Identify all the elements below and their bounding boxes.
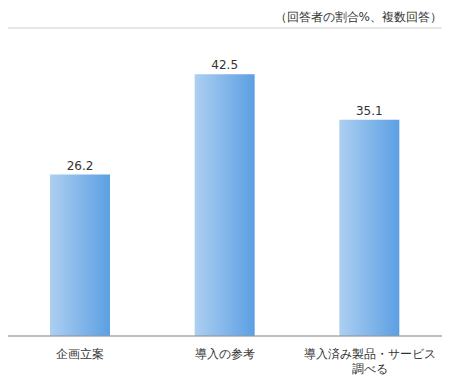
svg-text:導入済み製品・サービス: 導入済み製品・サービス bbox=[304, 347, 436, 361]
svg-text:35.1: 35.1 bbox=[356, 104, 383, 118]
svg-text:企画立案: 企画立案 bbox=[56, 347, 104, 361]
svg-text:42.5: 42.5 bbox=[211, 58, 238, 72]
svg-text:導入の参考: 導入の参考 bbox=[195, 347, 255, 361]
svg-text:26.2: 26.2 bbox=[67, 159, 94, 173]
svg-text:調べる: 調べる bbox=[352, 362, 388, 376]
html-text:（回答者の割合%、複数回答）: （回答者の割合%、複数回答） bbox=[274, 10, 442, 24]
